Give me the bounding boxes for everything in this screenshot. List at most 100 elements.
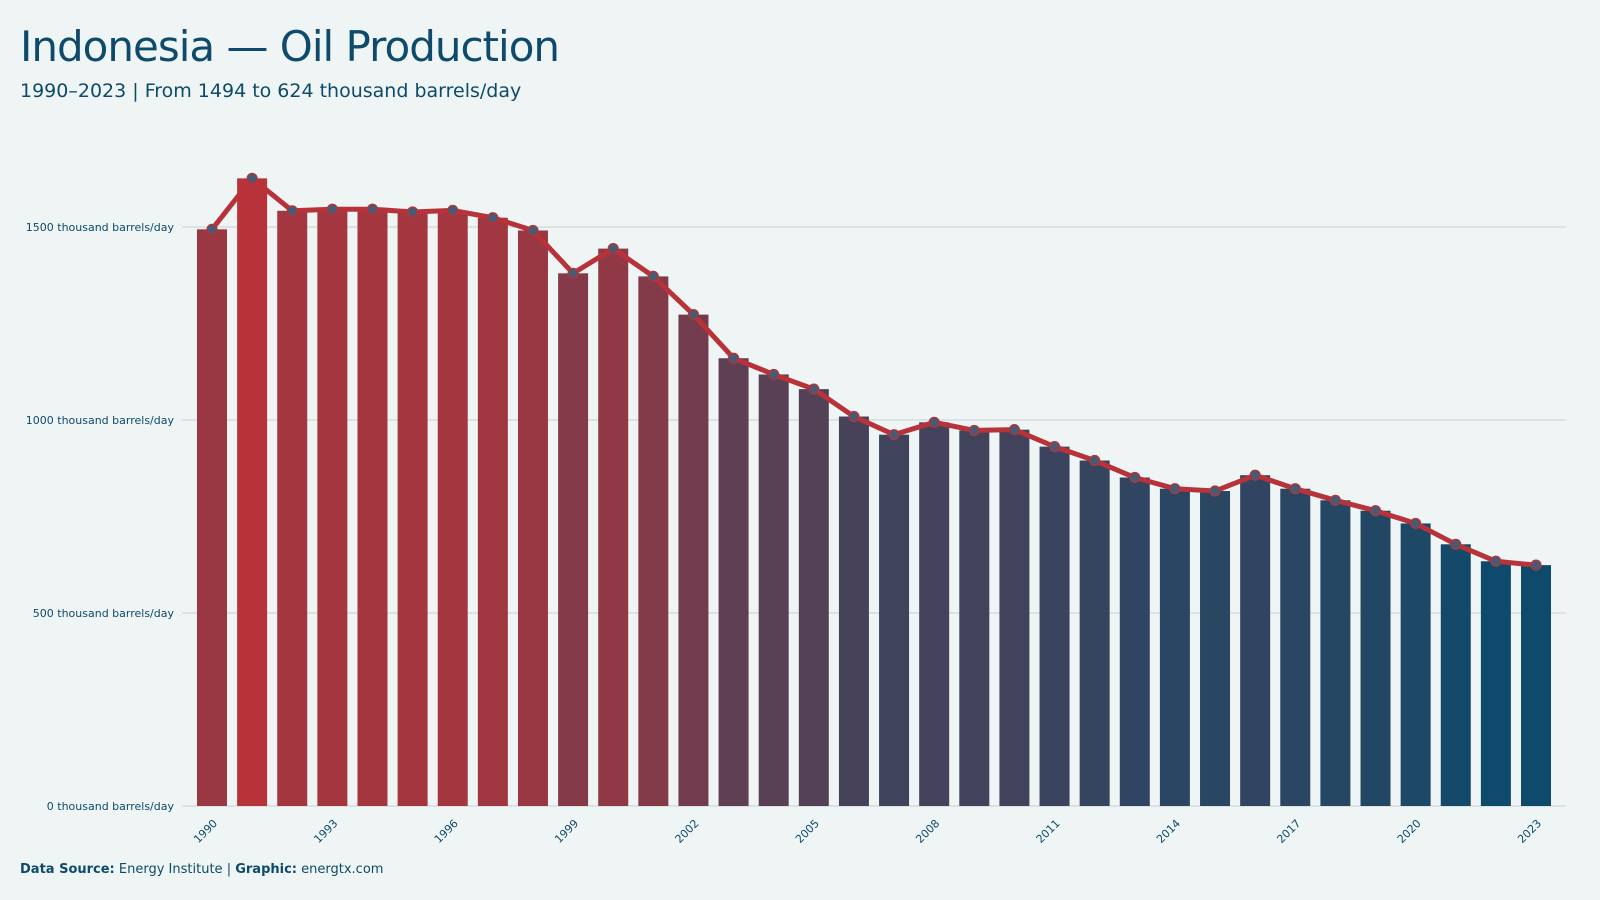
marker-2000	[607, 243, 619, 255]
bar-2017	[1280, 488, 1311, 806]
marker-1998	[527, 224, 539, 237]
marker-1990	[206, 223, 218, 235]
marker-1991	[246, 172, 258, 184]
marker-2007	[888, 429, 900, 441]
source-value: Energy Institute	[118, 862, 223, 877]
x-tick-label: 1999	[552, 817, 581, 846]
x-tick-label: 2020	[1395, 817, 1424, 846]
bar-2008	[919, 422, 950, 806]
bar-2002	[678, 314, 709, 806]
x-tick-label: 2023	[1515, 817, 1544, 846]
marker-2008	[928, 416, 940, 428]
production-line	[209, 175, 1539, 568]
bar-1995	[397, 211, 428, 807]
graphic-label: Graphic:	[235, 862, 297, 877]
bar-2022	[1480, 561, 1511, 806]
grid-lines	[182, 226, 1566, 807]
y-tick-label: 0 thousand barrels/day	[47, 800, 175, 813]
bar-2001	[638, 276, 669, 807]
x-tick-label: 2008	[913, 817, 942, 846]
marker-2001	[647, 270, 659, 283]
trend-line	[209, 175, 1539, 568]
bar-2003	[718, 358, 749, 806]
marker-2010	[1008, 424, 1021, 436]
chart-title: Indonesia — Oil Production	[20, 22, 560, 71]
bar-1997	[477, 217, 508, 807]
marker-2015	[1209, 485, 1221, 497]
bar-2012	[1079, 460, 1110, 806]
marker-2002	[687, 309, 700, 321]
bar-2013	[1119, 477, 1150, 806]
bar-2007	[879, 434, 910, 806]
marker-2021	[1450, 538, 1462, 550]
marker-2013	[1129, 471, 1141, 484]
x-axis-ticks: 1990 1993 1996 1999 2002 2005 2008 2011 2014 2017…	[191, 817, 1544, 846]
marker-1993	[326, 203, 338, 215]
bar-1998	[517, 230, 548, 806]
marker-2023	[1530, 559, 1542, 571]
bar-1999	[558, 273, 589, 806]
y-tick-label: 500 thousand barrels/day	[33, 607, 175, 620]
marker-2014	[1169, 483, 1181, 495]
x-tick-label: 2011	[1034, 817, 1063, 846]
x-tick-label: 2017	[1274, 817, 1303, 846]
bar-2016	[1240, 475, 1271, 806]
bar-2004	[758, 374, 789, 806]
bar-1990	[197, 229, 227, 807]
bar-1994	[357, 209, 388, 806]
y-axis-ticks: 0 thousand barrels/day 500 thousand barre…	[26, 221, 175, 813]
marker-2012	[1089, 454, 1101, 467]
marker-2003	[727, 352, 740, 364]
marker-2019	[1369, 505, 1382, 517]
bar-2023	[1521, 565, 1551, 806]
chart-subtitle: 1990–2023 | From 1494 to 624 thousand ba…	[20, 80, 522, 102]
bar-2015	[1200, 491, 1231, 806]
bar-1992	[277, 210, 308, 807]
x-tick-label: 2005	[793, 817, 822, 846]
marker-2016	[1249, 469, 1261, 481]
marker-2020	[1410, 517, 1422, 530]
marker-2004	[768, 368, 780, 381]
y-tick-label: 1000 thousand barrels/day	[26, 414, 175, 427]
footer-separator: |	[226, 862, 232, 877]
x-tick-label: 1993	[311, 817, 340, 846]
marker-2018	[1329, 494, 1341, 506]
source-label: Data Source:	[20, 862, 115, 877]
x-tick-label: 2002	[673, 817, 702, 846]
marker-1997	[487, 212, 499, 224]
x-tick-label: 1996	[432, 817, 461, 846]
marker-2009	[968, 424, 980, 437]
bar-2018	[1320, 500, 1351, 806]
bar-2020	[1400, 523, 1431, 806]
marker-1992	[286, 205, 298, 217]
bar-2010	[999, 429, 1030, 806]
bar-2009	[959, 430, 990, 806]
x-tick-label: 2014	[1154, 817, 1183, 846]
bar-1993	[317, 209, 348, 806]
bar-2014	[1159, 488, 1190, 806]
x-tick-label: 1990	[191, 817, 220, 846]
bar-2011	[1039, 446, 1070, 806]
bar-1991	[237, 178, 268, 806]
chart-footer: Data Source: Energy Institute | Graphic:…	[20, 862, 383, 877]
marker-1999	[567, 267, 579, 279]
bar-2005	[798, 389, 829, 806]
bar-1996	[437, 210, 468, 807]
bar-2019	[1360, 510, 1391, 806]
marker-1995	[407, 206, 419, 218]
marker-1996	[447, 204, 459, 217]
marker-2022	[1490, 555, 1502, 567]
bars	[197, 178, 1551, 807]
marker-2017	[1289, 483, 1301, 495]
bar-2006	[838, 416, 869, 806]
graphic-value: energtx.com	[301, 862, 384, 877]
markers	[206, 172, 1542, 571]
marker-2006	[848, 410, 860, 423]
bar-2000	[598, 248, 629, 807]
marker-2005	[808, 383, 820, 395]
marker-1994	[366, 203, 379, 215]
y-tick-label: 1500 thousand barrels/day	[26, 221, 175, 234]
marker-2011	[1048, 441, 1061, 453]
bar-2021	[1440, 544, 1471, 806]
